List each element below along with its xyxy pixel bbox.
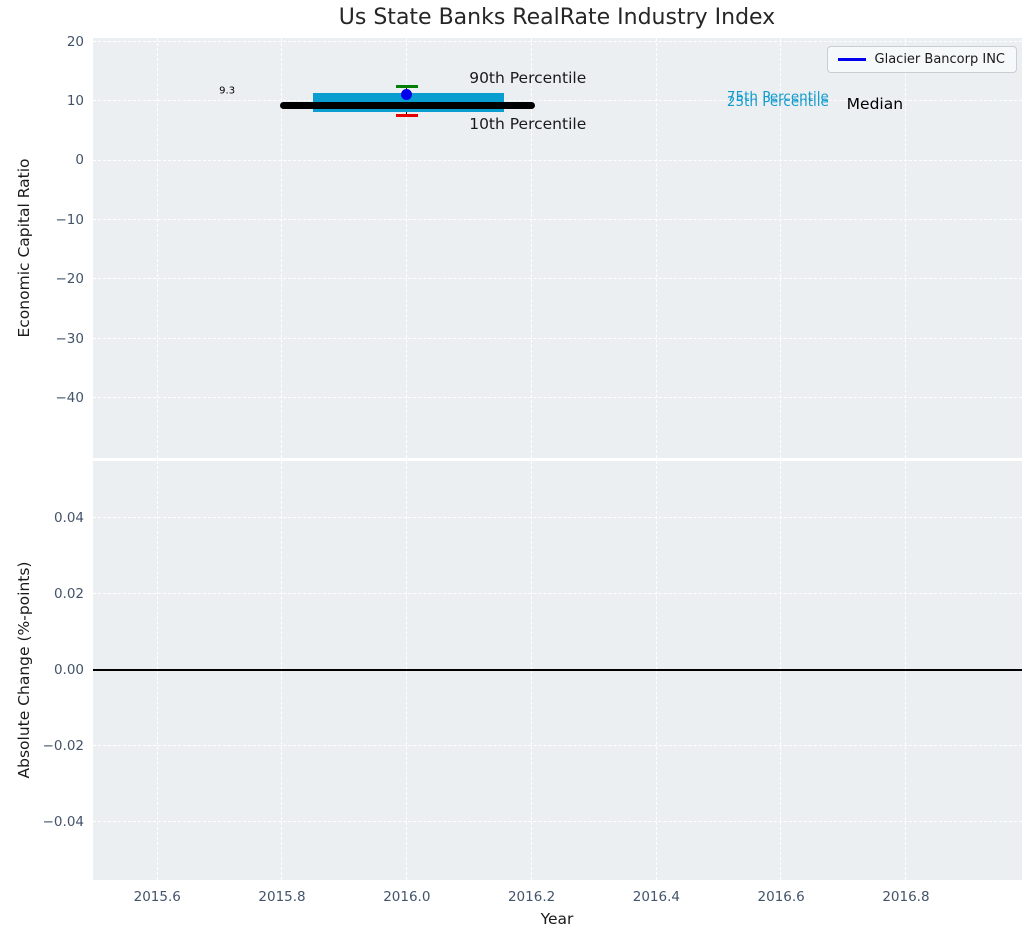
x-tick-label: 2016.2	[507, 889, 556, 905]
top-axes: Glacier Bancorp INC 90th Percentile 10th …	[93, 38, 1022, 458]
y-tick-label: 10	[66, 92, 84, 109]
y-tick-label: 20	[66, 33, 84, 50]
x-tick-label: 2016.6	[757, 889, 805, 905]
x-tick-label: 2016.8	[882, 889, 930, 905]
gridline-vertical	[530, 38, 532, 458]
annotation: 10th Percentile	[469, 114, 587, 133]
annotation: 75th Percentile	[726, 89, 829, 106]
annotation: 9.3	[219, 85, 236, 97]
y-tick-label: −0.02	[42, 737, 84, 754]
gridline-horizontal	[93, 100, 1022, 102]
gridline-horizontal	[93, 159, 1022, 161]
median-line	[280, 101, 535, 109]
gridline-horizontal	[93, 337, 1022, 339]
x-axis-label: Year	[540, 910, 574, 928]
gridline-horizontal	[93, 278, 1022, 280]
x-tick-label: 2015.8	[258, 889, 306, 905]
y-tick-label: −40	[55, 390, 85, 406]
annotation: 25th Percentile	[726, 93, 829, 110]
p90-cap	[395, 85, 419, 89]
y-tick-label: 0.02	[53, 585, 84, 602]
gridline-vertical	[281, 38, 283, 458]
legend-line-sample	[837, 58, 866, 61]
company-marker	[401, 88, 413, 100]
y-tick-label: −30	[55, 330, 85, 347]
top-y-axis-label: Economic Capital Ratio	[15, 158, 33, 338]
gridline-horizontal	[93, 397, 1022, 399]
gridline-vertical	[655, 38, 657, 458]
gridline-horizontal	[93, 821, 1022, 823]
annotation: 90th Percentile	[469, 68, 587, 87]
gridline-vertical	[156, 38, 158, 458]
gridline-horizontal	[93, 745, 1022, 747]
legend: Glacier Bancorp INC	[826, 46, 1017, 73]
x-tick-label: 2016.4	[632, 889, 680, 905]
y-tick-label: 0.04	[53, 509, 84, 526]
zero-line	[93, 668, 1022, 671]
y-tick-label: 0.00	[53, 661, 84, 678]
gridline-vertical	[780, 38, 782, 458]
gridline-horizontal	[93, 219, 1022, 221]
x-tick-label: 2016.0	[383, 889, 431, 905]
gridline-vertical	[905, 38, 907, 458]
y-tick-label: −10	[55, 211, 85, 228]
gridline-horizontal	[93, 40, 1022, 42]
chart-title: Us State Banks RealRate Industry Index	[338, 5, 776, 30]
gridline-horizontal	[93, 593, 1022, 595]
y-tick-label: 0	[75, 152, 84, 169]
gridline-horizontal	[93, 517, 1022, 519]
y-tick-label: −0.04	[42, 813, 84, 830]
p10-cap	[395, 113, 419, 117]
legend-label: Glacier Bancorp INC	[874, 52, 1005, 67]
y-tick-label: −20	[55, 271, 85, 288]
bottom-axes	[93, 461, 1022, 880]
gridline-vertical	[406, 38, 408, 458]
annotation: Median	[846, 94, 904, 113]
x-tick-label: 2015.6	[133, 889, 181, 905]
